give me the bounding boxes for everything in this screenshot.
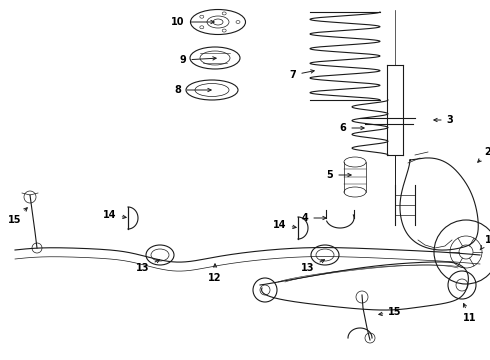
Text: 4: 4 [302, 213, 326, 223]
Text: 8: 8 [174, 85, 211, 95]
Text: 1: 1 [480, 235, 490, 250]
Text: 15: 15 [379, 307, 402, 317]
Text: 15: 15 [8, 208, 27, 225]
Text: 14: 14 [273, 220, 296, 230]
Text: 5: 5 [327, 170, 351, 180]
Text: 10: 10 [171, 17, 214, 27]
Text: 14: 14 [103, 210, 126, 220]
Text: 11: 11 [463, 303, 477, 323]
Text: 3: 3 [434, 115, 453, 125]
Text: 7: 7 [290, 70, 314, 80]
Text: 12: 12 [208, 264, 222, 283]
Text: 13: 13 [301, 260, 324, 273]
Text: 2: 2 [478, 147, 490, 162]
Text: 6: 6 [340, 123, 364, 133]
Text: 13: 13 [136, 260, 160, 273]
Text: 9: 9 [180, 55, 216, 65]
